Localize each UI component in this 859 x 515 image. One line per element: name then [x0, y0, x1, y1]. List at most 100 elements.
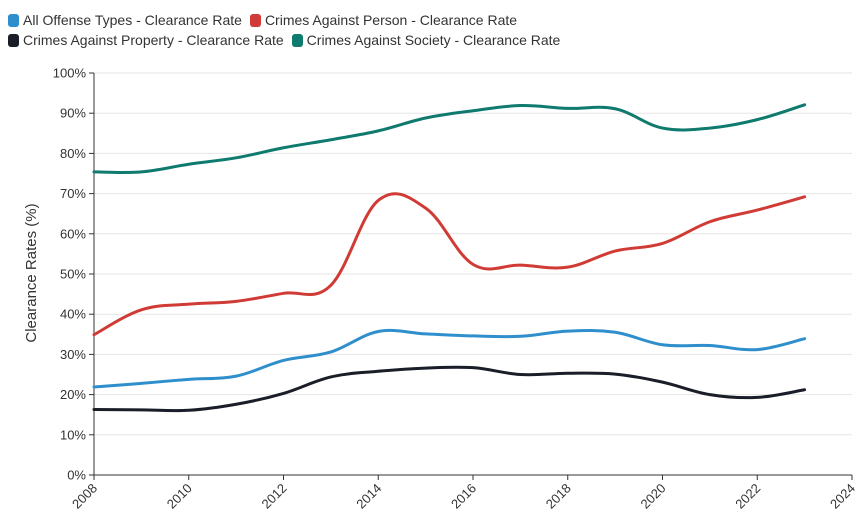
- data-point-crimes-person-2021[interactable]: [707, 219, 713, 225]
- data-point-crimes-property-2012[interactable]: [281, 390, 287, 396]
- data-point-all-offense-2019[interactable]: [612, 329, 618, 335]
- data-point-crimes-property-2017[interactable]: [517, 372, 523, 378]
- data-point-crimes-person-2015[interactable]: [423, 205, 429, 211]
- series-line-crimes-property[interactable]: [92, 365, 807, 413]
- data-point-crimes-property-2023[interactable]: [802, 387, 808, 393]
- x-tick-label-2020: 2020: [638, 481, 669, 512]
- legend-swatch-crimes-property: [8, 33, 19, 47]
- y-tick-label-100: 100%: [53, 66, 87, 81]
- y-tick-label-0: 0%: [67, 468, 86, 483]
- data-point-all-offense-2011[interactable]: [233, 373, 239, 379]
- data-point-crimes-person-2019[interactable]: [612, 248, 618, 254]
- data-point-crimes-society-2012[interactable]: [281, 145, 287, 151]
- legend-item-crimes-property[interactable]: Crimes Against Property - Clearance Rate: [8, 30, 284, 50]
- data-point-all-offense-2022[interactable]: [754, 347, 760, 353]
- data-point-crimes-person-2010[interactable]: [186, 301, 192, 307]
- data-point-crimes-society-2017[interactable]: [517, 103, 523, 109]
- data-point-crimes-property-2019[interactable]: [612, 371, 618, 377]
- data-point-crimes-property-2011[interactable]: [233, 401, 239, 407]
- data-point-crimes-society-2013[interactable]: [328, 137, 334, 143]
- legend-label-crimes-person: Crimes Against Person - Clearance Rate: [264, 12, 518, 28]
- data-point-crimes-property-2020[interactable]: [660, 379, 666, 385]
- data-point-crimes-property-2014[interactable]: [375, 368, 381, 374]
- data-point-crimes-property-2008[interactable]: [91, 406, 97, 412]
- data-point-crimes-society-2010[interactable]: [186, 161, 192, 167]
- data-point-crimes-society-2023[interactable]: [802, 102, 808, 108]
- data-point-crimes-society-2009[interactable]: [138, 169, 144, 175]
- y-axis-title: Clearance Rates (%): [23, 203, 40, 342]
- data-point-all-offense-2008[interactable]: [91, 384, 97, 390]
- data-point-all-offense-2015[interactable]: [423, 331, 429, 337]
- data-point-all-offense-2020[interactable]: [660, 342, 666, 348]
- y-tick-label-20: 20%: [60, 387, 86, 402]
- data-point-crimes-property-2010[interactable]: [186, 407, 192, 413]
- legend-swatch-all-offense: [8, 13, 19, 27]
- data-point-crimes-person-2017[interactable]: [517, 262, 523, 268]
- y-tick-label-70: 70%: [60, 186, 86, 201]
- data-point-crimes-person-2013[interactable]: [328, 282, 334, 288]
- axes: [89, 72, 853, 480]
- data-point-crimes-person-2009[interactable]: [138, 307, 144, 313]
- data-point-all-offense-2014[interactable]: [375, 328, 381, 334]
- data-point-crimes-property-2013[interactable]: [328, 374, 334, 380]
- x-tick-label-2010: 2010: [164, 481, 195, 512]
- data-point-crimes-person-2016[interactable]: [470, 261, 476, 267]
- data-point-all-offense-2013[interactable]: [328, 349, 334, 355]
- series-line-crimes-person[interactable]: [92, 192, 807, 337]
- y-tick-label-10: 10%: [60, 427, 86, 442]
- data-point-all-offense-2021[interactable]: [707, 343, 713, 349]
- data-point-all-offense-2018[interactable]: [565, 328, 571, 334]
- y-tick-label-90: 90%: [60, 106, 86, 121]
- data-point-crimes-person-2020[interactable]: [660, 240, 666, 246]
- data-point-crimes-society-2011[interactable]: [233, 155, 239, 161]
- legend-swatch-crimes-society: [291, 33, 303, 47]
- data-point-crimes-society-2014[interactable]: [375, 128, 381, 134]
- data-point-crimes-society-2008[interactable]: [91, 169, 97, 175]
- y-tick-label-40: 40%: [60, 307, 86, 322]
- data-point-crimes-property-2018[interactable]: [565, 370, 571, 376]
- legend-label-all-offense: All Offense Types - Clearance Rate: [23, 12, 242, 28]
- data-point-crimes-society-2021[interactable]: [707, 125, 713, 131]
- data-point-all-offense-2023[interactable]: [802, 336, 808, 342]
- x-tick-label-2008: 2008: [69, 481, 100, 512]
- data-point-crimes-person-2018[interactable]: [565, 264, 571, 270]
- data-point-crimes-person-2023[interactable]: [802, 194, 808, 200]
- legend-label-crimes-society: Crimes Against Society - Clearance Rate: [306, 32, 561, 48]
- data-point-all-offense-2012[interactable]: [281, 357, 287, 363]
- x-tick-label-2016: 2016: [448, 481, 479, 512]
- data-point-crimes-person-2014[interactable]: [375, 197, 381, 203]
- legend-item-all-offense[interactable]: All Offense Types - Clearance Rate: [8, 10, 242, 30]
- data-point-crimes-society-2020[interactable]: [660, 125, 666, 131]
- data-point-all-offense-2016[interactable]: [470, 333, 476, 339]
- y-tick-label-30: 30%: [60, 347, 86, 362]
- legend-item-crimes-person[interactable]: Crimes Against Person - Clearance Rate: [249, 10, 518, 30]
- legend-item-crimes-society[interactable]: Crimes Against Society - Clearance Rate: [291, 30, 561, 50]
- data-point-all-offense-2009[interactable]: [138, 380, 144, 386]
- series-line-all-offense[interactable]: [92, 328, 807, 389]
- series-lines: [91, 102, 808, 413]
- data-point-crimes-property-2009[interactable]: [138, 407, 144, 413]
- data-point-crimes-society-2018[interactable]: [565, 105, 571, 111]
- gridlines: [94, 72, 852, 436]
- data-point-crimes-property-2021[interactable]: [707, 392, 713, 398]
- data-point-crimes-society-2015[interactable]: [423, 115, 429, 121]
- series-line-crimes-society[interactable]: [92, 103, 807, 174]
- x-tick-label-2014: 2014: [353, 481, 384, 512]
- data-point-all-offense-2017[interactable]: [517, 333, 523, 339]
- data-point-crimes-property-2015[interactable]: [423, 365, 429, 371]
- y-tick-label-60: 60%: [60, 226, 86, 241]
- data-point-crimes-person-2011[interactable]: [233, 298, 239, 304]
- data-point-crimes-person-2012[interactable]: [281, 290, 287, 296]
- data-point-crimes-society-2019[interactable]: [612, 106, 618, 112]
- data-point-crimes-person-2008[interactable]: [91, 332, 97, 338]
- data-point-crimes-person-2022[interactable]: [754, 207, 760, 213]
- data-point-all-offense-2010[interactable]: [186, 376, 192, 382]
- data-point-crimes-property-2022[interactable]: [754, 394, 760, 400]
- data-point-crimes-society-2022[interactable]: [754, 117, 760, 123]
- x-tick-label-2022: 2022: [732, 481, 763, 512]
- data-point-crimes-society-2016[interactable]: [470, 108, 476, 114]
- data-point-crimes-property-2016[interactable]: [470, 365, 476, 371]
- tick-labels: 0% 10% 20% 30% 40% 50% 60% 70% 80% 90% 100% 2008 201…: [53, 66, 858, 512]
